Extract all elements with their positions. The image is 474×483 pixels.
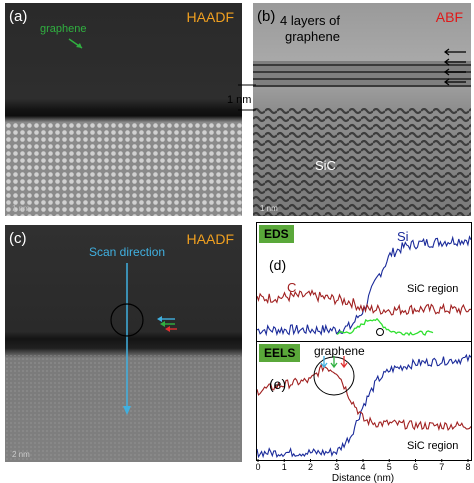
- panel-c-haadf-image: (c) HAADF Scan direction 2 nm: [5, 225, 242, 462]
- panel-c-label: (c): [9, 230, 27, 247]
- eds-graphene-series: [336, 317, 434, 337]
- eels-si-series: [257, 353, 471, 459]
- panel-c-scalebar: 2 nm: [12, 450, 30, 459]
- eels-x-tick-label: 0: [256, 462, 261, 472]
- eds-c-series: [257, 289, 471, 316]
- eds-si-label: Si: [397, 229, 409, 244]
- panel-b-nm-marker: 1 nm: [227, 94, 252, 106]
- eels-graphene-label: graphene: [314, 344, 365, 358]
- eels-x-tick-label: 3: [334, 462, 339, 472]
- eels-x-tick-label: 7: [439, 462, 444, 472]
- panel-a-mode-label: HAADF: [186, 9, 234, 25]
- eels-x-axis-label: Distance (nm): [332, 473, 394, 483]
- panel-b-scalebar: 1 nm: [260, 204, 278, 213]
- eels-badge: EELS: [259, 344, 301, 362]
- nm-bracket: [238, 84, 256, 111]
- panel-d-label: (d): [269, 257, 287, 273]
- panel-b-layers-text-1: 4 layers of: [280, 13, 340, 28]
- eels-region-label: SiC region: [407, 440, 459, 452]
- eels-marker-arrow: [320, 356, 328, 369]
- panel-b-sic-label: SiC: [315, 158, 336, 173]
- eels-x-tick-label: 2: [308, 462, 313, 472]
- panel-e-label: (e): [269, 376, 287, 392]
- panel-b-mode-label: ABF: [435, 9, 463, 25]
- panel-b-abf-image: (b) ABF 4 layers of graphene SiC 1 nm: [253, 3, 471, 216]
- eels-x-axis: 0 1 2 3 4 5 6 7 8 Distance (nm): [256, 459, 470, 483]
- panel-a-haadf-image: (a) HAADF graphene 1 nm: [5, 3, 242, 216]
- panel-a-label: (a): [9, 8, 28, 25]
- panel-d-eds-chart: EDS (d) Si C SiC region: [256, 222, 472, 342]
- panel-c-svg: [5, 225, 242, 462]
- panel-b-svg: [253, 3, 471, 216]
- eds-badge: EDS: [259, 225, 294, 243]
- panel-a-graphene-arrow: [68, 38, 83, 49]
- eds-c-label: C: [287, 280, 297, 295]
- eels-x-tick-label: 8: [465, 462, 470, 472]
- eels-marker-arrow: [340, 356, 348, 369]
- panel-a-scalebar: 1 nm: [12, 204, 30, 213]
- eds-interface-marker: [376, 328, 384, 336]
- eels-c-series: [257, 363, 471, 432]
- eds-region-label: SiC region: [407, 283, 459, 295]
- panel-b-label: (b): [257, 8, 276, 25]
- panel-c-scan-direction-label: Scan direction: [89, 245, 166, 259]
- eels-x-tick-label: 1: [282, 462, 287, 472]
- panel-e-eels-chart: EELS (e) graphene SiC region: [256, 341, 472, 461]
- eels-x-tick-label: 5: [387, 462, 392, 472]
- panel-a-svg: [5, 3, 242, 216]
- panel-b-layers-text-2: graphene: [285, 29, 340, 44]
- panel-c-mode-label: HAADF: [186, 231, 234, 247]
- eels-x-tick-label: 6: [413, 462, 418, 472]
- eels-x-tick-label: 4: [360, 462, 365, 472]
- panel-b-layer-arrows: [444, 48, 466, 86]
- eels-plot-area: [257, 353, 471, 459]
- eels-marker-arrow: [330, 356, 338, 369]
- panel-a-graphene-label: graphene: [40, 23, 87, 35]
- eds-plot-area: [257, 235, 471, 337]
